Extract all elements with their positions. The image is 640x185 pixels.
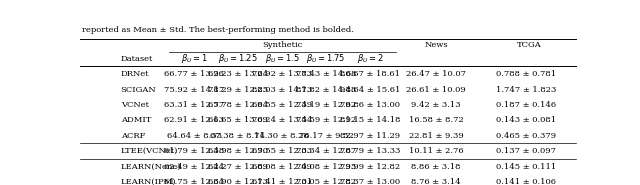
- Text: 66.65 ± 13.69: 66.65 ± 13.69: [208, 116, 268, 124]
- Text: $\beta_U = 2$: $\beta_U = 2$: [357, 52, 383, 65]
- Text: 94.64 ± 15.61: 94.64 ± 15.61: [340, 86, 401, 94]
- Text: 75.92 ± 14.17: 75.92 ± 14.17: [164, 86, 224, 94]
- Text: 61.75 ± 12.64: 61.75 ± 12.64: [164, 178, 224, 185]
- Text: 8.76 ± 3.14: 8.76 ± 3.14: [412, 178, 461, 185]
- Text: 74.08 ± 12.95: 74.08 ± 12.95: [296, 162, 356, 171]
- Text: 78.79 ± 13.33: 78.79 ± 13.33: [340, 147, 401, 155]
- Text: Synthetic: Synthetic: [263, 41, 303, 49]
- Text: 81.15 ± 14.18: 81.15 ± 14.18: [340, 116, 401, 124]
- Text: 70.24 ± 13.54: 70.24 ± 13.54: [252, 116, 312, 124]
- Text: $\beta_U = 1.5$: $\beta_U = 1.5$: [264, 52, 300, 65]
- Text: 9.42 ± 3.13: 9.42 ± 3.13: [412, 101, 461, 109]
- Text: 16.58 ± 8.72: 16.58 ± 8.72: [409, 116, 463, 124]
- Text: TCGA: TCGA: [516, 41, 541, 49]
- Text: 10.11 ± 2.76: 10.11 ± 2.76: [409, 147, 463, 155]
- Text: 74.59 ± 12.92: 74.59 ± 12.92: [296, 116, 356, 124]
- Text: 82.03 ± 14.13: 82.03 ± 14.13: [252, 86, 312, 94]
- Text: 62.49 ± 12.24: 62.49 ± 12.24: [164, 162, 224, 171]
- Text: 0.788 ± 0.781: 0.788 ± 0.781: [497, 70, 556, 78]
- Text: 78.43 ± 14.68: 78.43 ± 14.68: [296, 70, 356, 78]
- Text: Dataset: Dataset: [121, 55, 153, 63]
- Text: 67.38 ± 8.14: 67.38 ± 8.14: [210, 132, 265, 140]
- Text: 8.86 ± 3.18: 8.86 ± 3.18: [412, 162, 461, 171]
- Text: LTEE(VCNet): LTEE(VCNet): [121, 147, 178, 155]
- Text: 64.27 ± 12.69: 64.27 ± 12.69: [208, 162, 268, 171]
- Text: SCIGAN: SCIGAN: [121, 86, 156, 94]
- Text: 0.141 ± 0.106: 0.141 ± 0.106: [497, 178, 556, 185]
- Text: 73.34 ± 12.67: 73.34 ± 12.67: [296, 147, 356, 155]
- Text: 63.90 ± 12.13: 63.90 ± 12.13: [208, 178, 268, 185]
- Text: 67.41 ± 12.01: 67.41 ± 12.01: [252, 178, 312, 185]
- Text: LEARN(None): LEARN(None): [121, 162, 181, 171]
- Text: 86.67 ± 18.61: 86.67 ± 18.61: [340, 70, 400, 78]
- Text: 66.77 ± 13.26: 66.77 ± 13.26: [164, 70, 224, 78]
- Text: $\beta_U = 1.75$: $\beta_U = 1.75$: [307, 52, 346, 65]
- Text: 26.61 ± 10.09: 26.61 ± 10.09: [406, 86, 466, 94]
- Text: 76.17 ± 9.52: 76.17 ± 9.52: [299, 132, 353, 140]
- Text: 61.79 ± 12.48: 61.79 ± 12.48: [164, 147, 224, 155]
- Text: LEARN(IPM): LEARN(IPM): [121, 178, 176, 185]
- Text: News: News: [424, 41, 448, 49]
- Text: 67.55 ± 12.03: 67.55 ± 12.03: [252, 147, 312, 155]
- Text: 62.91 ± 12.13: 62.91 ± 12.13: [164, 116, 224, 124]
- Text: 22.81 ± 9.39: 22.81 ± 9.39: [409, 132, 463, 140]
- Text: 78.29 ± 12.85: 78.29 ± 12.85: [207, 86, 268, 94]
- Text: 65.78 ± 12.64: 65.78 ± 12.64: [207, 101, 268, 109]
- Text: 0.187 ± 0.146: 0.187 ± 0.146: [497, 101, 556, 109]
- Text: 69.23 ± 13.64: 69.23 ± 13.64: [207, 70, 268, 78]
- Text: 78.37 ± 13.00: 78.37 ± 13.00: [340, 178, 400, 185]
- Text: 79.99 ± 12.82: 79.99 ± 12.82: [340, 162, 400, 171]
- Text: 73.05 ± 12.82: 73.05 ± 12.82: [296, 178, 356, 185]
- Text: 64.64 ± 8.33: 64.64 ± 8.33: [166, 132, 221, 140]
- Text: 63.98 ± 12.90: 63.98 ± 12.90: [208, 147, 268, 155]
- Text: VCNet: VCNet: [121, 101, 148, 109]
- Text: 63.31 ± 12.77: 63.31 ± 12.77: [164, 101, 224, 109]
- Text: 69.55 ± 12.39: 69.55 ± 12.39: [252, 101, 312, 109]
- Text: 26.47 ± 10.07: 26.47 ± 10.07: [406, 70, 466, 78]
- Text: 79.86 ± 13.00: 79.86 ± 13.00: [340, 101, 400, 109]
- Text: 68.08 ± 12.09: 68.08 ± 12.09: [252, 162, 312, 171]
- Text: reported as Mean ± Std. The best-performing method is bolded.: reported as Mean ± Std. The best-perform…: [83, 26, 355, 34]
- Text: 72.92 ± 13.73: 72.92 ± 13.73: [252, 70, 312, 78]
- Text: 0.465 ± 0.379: 0.465 ± 0.379: [497, 132, 556, 140]
- Text: $\beta_U = 1.25$: $\beta_U = 1.25$: [218, 52, 257, 65]
- Text: 0.145 ± 0.111: 0.145 ± 0.111: [496, 162, 557, 171]
- Text: DRNet: DRNet: [121, 70, 149, 78]
- Text: 87.82 ± 14.88: 87.82 ± 14.88: [296, 86, 356, 94]
- Text: 0.137 ± 0.097: 0.137 ± 0.097: [497, 147, 556, 155]
- Text: 1.747 ± 1.823: 1.747 ± 1.823: [496, 86, 557, 94]
- Text: ADMIT: ADMIT: [121, 116, 151, 124]
- Text: 71.30 ± 8.28: 71.30 ± 8.28: [255, 132, 309, 140]
- Text: ACRF: ACRF: [121, 132, 145, 140]
- Text: 82.97 ± 11.29: 82.97 ± 11.29: [340, 132, 400, 140]
- Text: $\beta_U = 1$: $\beta_U = 1$: [180, 52, 207, 65]
- Text: 0.143 ± 0.081: 0.143 ± 0.081: [497, 116, 556, 124]
- Text: 74.19 ± 12.62: 74.19 ± 12.62: [296, 101, 356, 109]
